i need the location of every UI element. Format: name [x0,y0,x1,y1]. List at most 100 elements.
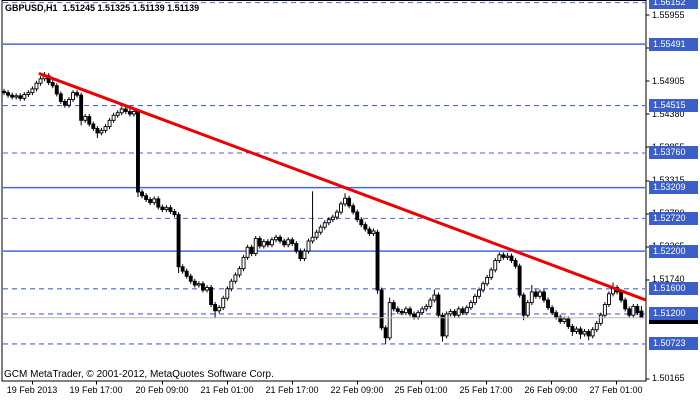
candlestick [245,244,250,260]
candlestick [261,239,266,249]
candlestick [444,311,449,339]
candlestick [383,325,388,345]
candlestick [355,209,360,223]
candlestick [26,90,31,98]
candlestick [233,272,238,284]
candlestick [302,248,307,262]
candlestick [136,108,140,198]
candlestick [343,193,347,207]
candlestick [594,320,599,333]
candles-layer [2,71,644,345]
candlestick [460,306,465,316]
candlestick [574,326,579,335]
candlestick [558,314,563,324]
price-level-tag: 1.52200 [649,245,698,258]
trendline[interactable] [38,72,646,302]
candlestick [18,93,23,101]
candlestick [192,278,197,288]
candlestick [501,252,506,260]
candlestick [375,229,380,294]
candlestick [339,201,343,215]
candlestick [493,257,498,273]
candlestick [391,300,396,312]
candlestick [468,300,473,311]
candlestick [290,237,295,247]
price-axis: 1.559551.554301.549051.543801.538551.533… [646,0,700,382]
candlestick [379,287,384,331]
candlestick [221,295,226,311]
candlestick [456,306,461,318]
candlestick [286,237,291,248]
price-tick-label: 1.54905 [652,76,685,86]
candlestick [107,117,112,130]
candlestick [298,248,303,262]
candlestick [168,205,173,214]
candlestick [330,214,335,223]
candlestick [481,281,486,293]
candlestick [119,106,124,116]
candlestick [432,289,437,303]
candlestick [156,196,161,210]
price-level-tag: 1.55491 [649,38,698,51]
time-axis-label: 21 Feb 17:00 [265,385,319,395]
candlestick [253,235,258,257]
candlestick [408,306,412,317]
price-level-tag: 1.53209 [649,181,698,194]
candlestick [148,197,153,206]
time-axis-label: 22 Feb 09:00 [330,385,384,395]
candlestick [123,106,128,115]
candlestick [623,297,628,312]
candlestick [517,263,522,298]
price-tick-label: 1.53315 [652,175,685,185]
candlestick [152,196,157,206]
candlestick [184,268,189,279]
candlestick [99,127,104,136]
price-level-tag: 1.52720 [649,212,698,225]
candlestick [58,91,63,104]
candlestick [217,305,222,314]
time-axis-label: 19 Feb 2013 [6,385,58,395]
candlestick [111,112,116,123]
candlestick [452,308,457,318]
price-tick-label: 1.51740 [652,274,685,284]
candlestick [485,274,490,287]
price-tick-label: 1.55955 [652,10,685,20]
candlestick [395,306,400,314]
candlestick [351,203,356,215]
candlestick [578,326,583,340]
candlestick [635,303,640,316]
candlestick [30,86,35,96]
candlestick [586,329,591,341]
candlestick [359,217,364,228]
candlestick [602,301,607,318]
candlestick [188,273,193,284]
candlestick [428,297,433,309]
price-level-tag: 1.51600 [649,282,698,295]
candlestick [176,212,181,274]
candlestick [79,92,84,126]
candlestick [473,293,477,306]
price-level-tag: 1.50723 [649,337,698,350]
candlestick [550,305,555,316]
candlestick [83,114,88,123]
candlestick [2,88,6,96]
candlestick [489,267,494,280]
candlestick [237,266,242,278]
candlestick [241,254,246,272]
time-axis-label: 27 Feb 01:00 [589,385,643,395]
candlestick [631,303,636,318]
candlestick [525,300,530,318]
candlestick [278,234,283,244]
candlestick [127,108,132,117]
candlestick [521,292,526,321]
candlestick [533,289,538,299]
candlestick [399,308,404,316]
candlestick [71,90,75,103]
time-axis-label: 20 Feb 09:00 [135,385,189,395]
candlestick [606,291,611,308]
candlestick [103,124,108,133]
candlestick [95,125,100,138]
candlestick [387,297,392,341]
candlestick [270,237,274,248]
